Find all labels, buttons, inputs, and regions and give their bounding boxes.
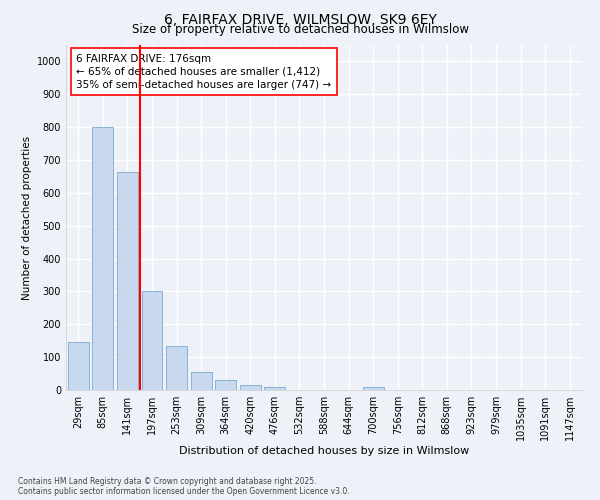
Bar	[68, 342, 89, 390]
Text: 6, FAIRFAX DRIVE, WILMSLOW, SK9 6EY: 6, FAIRFAX DRIVE, WILMSLOW, SK9 6EY	[164, 12, 436, 26]
Bar	[142, 292, 163, 390]
Bar	[191, 372, 212, 390]
Bar	[92, 127, 113, 390]
Bar	[215, 380, 236, 390]
Text: 6 FAIRFAX DRIVE: 176sqm
← 65% of detached houses are smaller (1,412)
35% of semi: 6 FAIRFAX DRIVE: 176sqm ← 65% of detache…	[76, 54, 331, 90]
Bar	[362, 386, 383, 390]
Bar	[240, 385, 261, 390]
X-axis label: Distribution of detached houses by size in Wilmslow: Distribution of detached houses by size …	[179, 446, 469, 456]
Bar	[166, 346, 187, 390]
Y-axis label: Number of detached properties: Number of detached properties	[22, 136, 32, 300]
Text: Contains HM Land Registry data © Crown copyright and database right 2025.
Contai: Contains HM Land Registry data © Crown c…	[18, 476, 350, 496]
Bar	[265, 386, 286, 390]
Bar	[117, 172, 138, 390]
Text: Size of property relative to detached houses in Wilmslow: Size of property relative to detached ho…	[131, 22, 469, 36]
